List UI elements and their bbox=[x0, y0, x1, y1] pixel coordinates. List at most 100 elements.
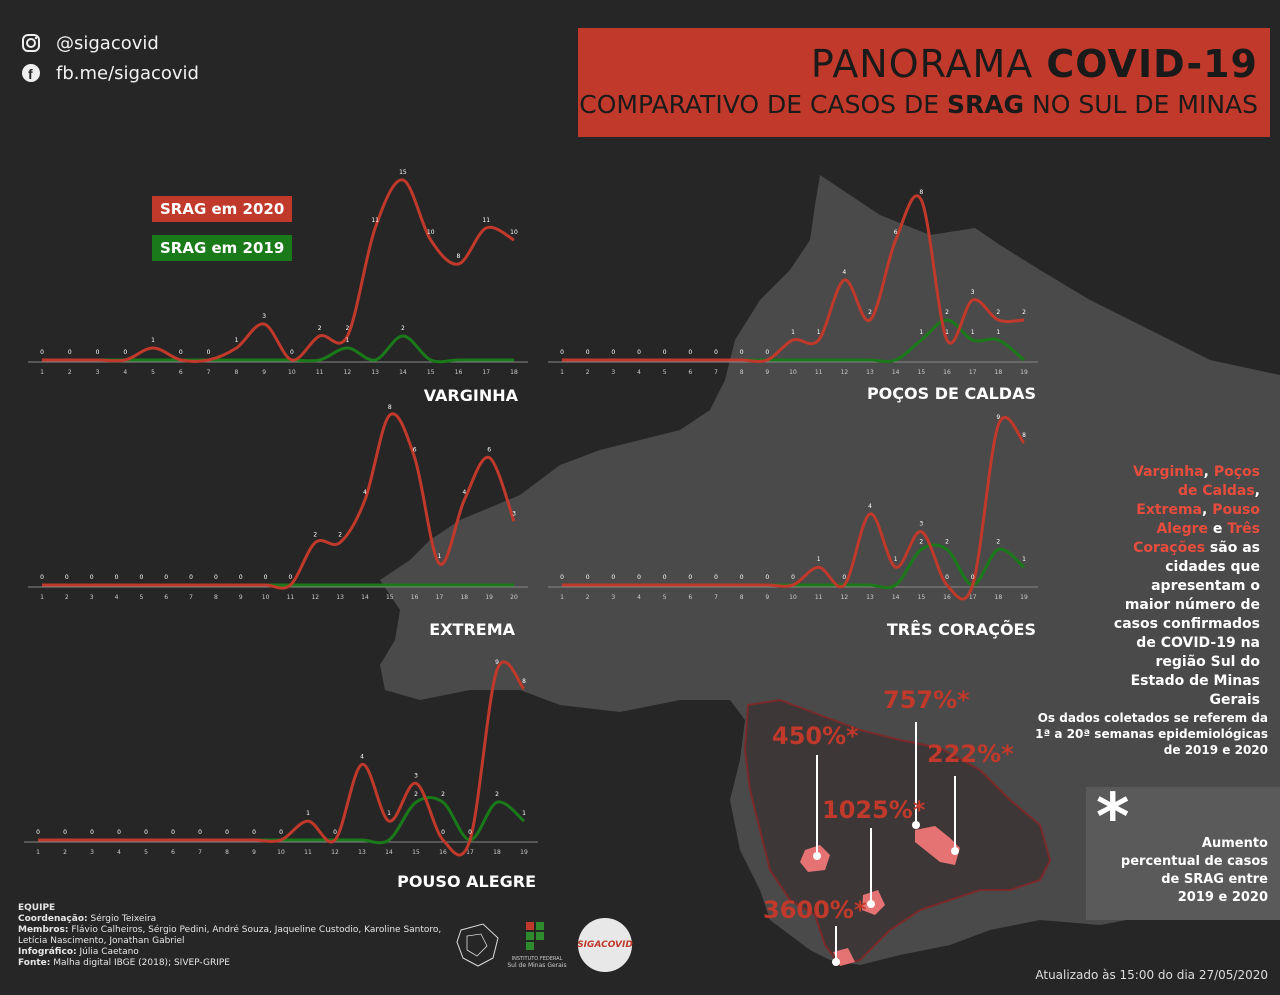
city-label-pouso-alegre: POUSO ALEGRE bbox=[397, 872, 536, 891]
tick-label: 6 bbox=[164, 594, 168, 601]
city-label-varginha: VARGINHA bbox=[423, 386, 518, 405]
data-label: 1 bbox=[817, 556, 821, 563]
tick-label: 19 bbox=[1020, 594, 1028, 601]
tick-label: 9 bbox=[239, 594, 243, 601]
tick-label: 13 bbox=[336, 594, 344, 601]
tick-label: 15 bbox=[412, 849, 420, 856]
tick-label: 12 bbox=[841, 369, 849, 376]
data-label: 1 bbox=[945, 329, 949, 336]
tick-label: 4 bbox=[637, 594, 641, 601]
instagram-text: @sigacovid bbox=[56, 32, 159, 54]
tick-label: 15 bbox=[386, 594, 394, 601]
tick-label: 6 bbox=[688, 369, 692, 376]
data-label: 3 bbox=[414, 772, 418, 779]
tick-label: 18 bbox=[995, 594, 1003, 601]
data-label: 0 bbox=[791, 574, 795, 581]
data-label: 0 bbox=[688, 574, 692, 581]
tick-label: 2 bbox=[68, 369, 72, 376]
data-label: 0 bbox=[637, 349, 641, 356]
if-logo: INSTITUTO FEDERAL Sul de Minas Gerais bbox=[507, 922, 567, 969]
data-label: 1 bbox=[234, 337, 238, 344]
data-label: 0 bbox=[765, 574, 769, 581]
tick-label: 12 bbox=[841, 594, 849, 601]
tick-label: 10 bbox=[789, 369, 797, 376]
data-label: 0 bbox=[252, 829, 256, 836]
tick-label: 9 bbox=[765, 594, 769, 601]
tick-label: 8 bbox=[214, 594, 218, 601]
data-label: 0 bbox=[740, 574, 744, 581]
pct-3600: 3600%* bbox=[763, 896, 867, 924]
tick-label: 7 bbox=[189, 594, 193, 601]
data-label: 0 bbox=[239, 574, 243, 581]
tick-label: 17 bbox=[436, 594, 444, 601]
tick-label: 16 bbox=[455, 369, 463, 376]
data-label: 0 bbox=[40, 574, 44, 581]
data-label-2019: 1 bbox=[522, 810, 526, 817]
data-label: 0 bbox=[68, 349, 72, 356]
tick-label: 7 bbox=[714, 594, 718, 601]
tick-label: 15 bbox=[427, 369, 435, 376]
data-label: 9 bbox=[495, 659, 499, 666]
data-label: 0 bbox=[225, 829, 229, 836]
tick-label: 2 bbox=[586, 369, 590, 376]
data-label: 0 bbox=[139, 574, 143, 581]
tick-label: 2 bbox=[586, 594, 590, 601]
data-label-2019: 2 bbox=[919, 538, 923, 545]
pct-222: 222%* bbox=[927, 740, 1014, 768]
data-label: 0 bbox=[179, 349, 183, 356]
data-label: 0 bbox=[123, 349, 127, 356]
data-label: 0 bbox=[279, 829, 283, 836]
tick-label: 14 bbox=[385, 849, 393, 856]
data-label: 2 bbox=[996, 309, 1000, 316]
tick-label: 7 bbox=[198, 849, 202, 856]
tick-label: 5 bbox=[139, 594, 143, 601]
tres-coracoes-area bbox=[915, 826, 960, 865]
data-note: Os dados coletados se referem da 1ª a 20ª… bbox=[1035, 711, 1268, 757]
data-label: 2 bbox=[338, 532, 342, 539]
data-label: 0 bbox=[117, 829, 121, 836]
facebook-icon: f bbox=[20, 62, 42, 84]
data-label: 0 bbox=[164, 574, 168, 581]
instagram-handle[interactable]: @sigacovid bbox=[20, 32, 159, 54]
data-label-2019: 1 bbox=[996, 329, 1000, 336]
tick-label: 18 bbox=[510, 369, 518, 376]
data-label: 11 bbox=[371, 217, 379, 224]
data-label: 1 bbox=[306, 810, 310, 817]
tick-label: 8 bbox=[225, 849, 229, 856]
page-title: PANORAMA COVID-19 bbox=[810, 42, 1258, 86]
data-label: 0 bbox=[264, 574, 268, 581]
facebook-link[interactable]: f fb.me/sigacovid bbox=[20, 62, 199, 84]
chart-tres-coracoes: 1 2 3 4 5 6 7 8 9 10 11 12 13 14 15 16 17 18 190 0 0 0 0 0 0 0 0 01… bbox=[548, 414, 1038, 601]
legend-2020: SRAG em 2020 bbox=[152, 196, 293, 222]
tick-label: 3 bbox=[96, 369, 100, 376]
data-label: 1 bbox=[791, 329, 795, 336]
data-label: 4 bbox=[462, 489, 466, 496]
data-label: 11 bbox=[482, 217, 490, 224]
data-label: 0 bbox=[765, 349, 769, 356]
data-label: 15 bbox=[399, 169, 407, 176]
tick-label: 12 bbox=[331, 849, 339, 856]
data-label: 0 bbox=[611, 349, 615, 356]
data-label: 0 bbox=[740, 349, 744, 356]
tick-label: 8 bbox=[740, 369, 744, 376]
tick-label: 15 bbox=[918, 594, 926, 601]
data-label: 0 bbox=[198, 829, 202, 836]
data-label: 6 bbox=[487, 447, 491, 454]
data-label: 2 bbox=[313, 532, 317, 539]
data-label: 4 bbox=[842, 269, 846, 276]
tick-label: 10 bbox=[262, 594, 270, 601]
title-banner: PANORAMA COVID-19 COMPARATIVO DE CASOS D… bbox=[578, 28, 1270, 137]
data-label: 2 bbox=[868, 309, 872, 316]
tick-label: 17 bbox=[969, 594, 977, 601]
tick-label: 11 bbox=[316, 369, 324, 376]
tick-label: 10 bbox=[288, 369, 296, 376]
data-label: 3 bbox=[919, 521, 923, 528]
data-label: 0 bbox=[441, 829, 445, 836]
tick-label: 11 bbox=[815, 369, 823, 376]
team-credits: EQUIPE Coordenação: Sérgio Teixeira Memb… bbox=[18, 903, 442, 968]
tick-label: 13 bbox=[358, 849, 366, 856]
data-label: 6 bbox=[894, 229, 898, 236]
data-label: 0 bbox=[468, 829, 472, 836]
